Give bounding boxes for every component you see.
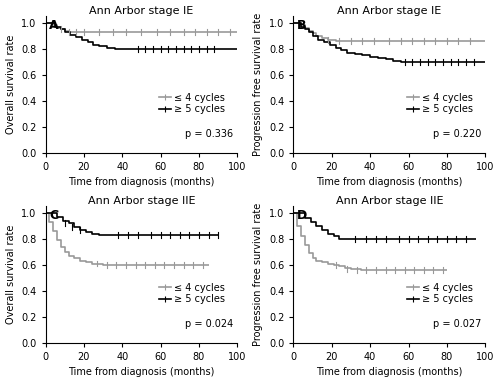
Text: A: A: [50, 19, 59, 32]
Y-axis label: Overall survival rate: Overall survival rate: [6, 35, 16, 134]
Text: p = 0.336: p = 0.336: [186, 129, 234, 139]
Text: C: C: [50, 209, 58, 222]
Title: Ann Arbor stage IIE: Ann Arbor stage IIE: [336, 196, 443, 206]
Y-axis label: Progression free survival rate: Progression free survival rate: [254, 13, 264, 156]
Title: Ann Arbor stage IE: Ann Arbor stage IE: [337, 6, 442, 16]
Title: Ann Arbor stage IE: Ann Arbor stage IE: [90, 6, 194, 16]
Text: p = 0.024: p = 0.024: [186, 319, 234, 329]
Legend: ≤ 4 cycles, ≥ 5 cycles: ≤ 4 cycles, ≥ 5 cycles: [156, 88, 228, 118]
X-axis label: Time from diagnosis (months): Time from diagnosis (months): [68, 367, 214, 377]
Text: p = 0.027: p = 0.027: [433, 319, 482, 329]
X-axis label: Time from diagnosis (months): Time from diagnosis (months): [68, 177, 214, 187]
Legend: ≤ 4 cycles, ≥ 5 cycles: ≤ 4 cycles, ≥ 5 cycles: [403, 88, 476, 118]
Legend: ≤ 4 cycles, ≥ 5 cycles: ≤ 4 cycles, ≥ 5 cycles: [156, 279, 228, 308]
Text: B: B: [298, 19, 307, 32]
Y-axis label: Overall survival rate: Overall survival rate: [6, 225, 16, 324]
X-axis label: Time from diagnosis (months): Time from diagnosis (months): [316, 367, 462, 377]
Text: p = 0.220: p = 0.220: [433, 129, 482, 139]
Legend: ≤ 4 cycles, ≥ 5 cycles: ≤ 4 cycles, ≥ 5 cycles: [403, 279, 476, 308]
Y-axis label: Progression free survival rate: Progression free survival rate: [254, 203, 264, 346]
X-axis label: Time from diagnosis (months): Time from diagnosis (months): [316, 177, 462, 187]
Title: Ann Arbor stage IIE: Ann Arbor stage IIE: [88, 196, 195, 206]
Text: D: D: [298, 209, 308, 222]
